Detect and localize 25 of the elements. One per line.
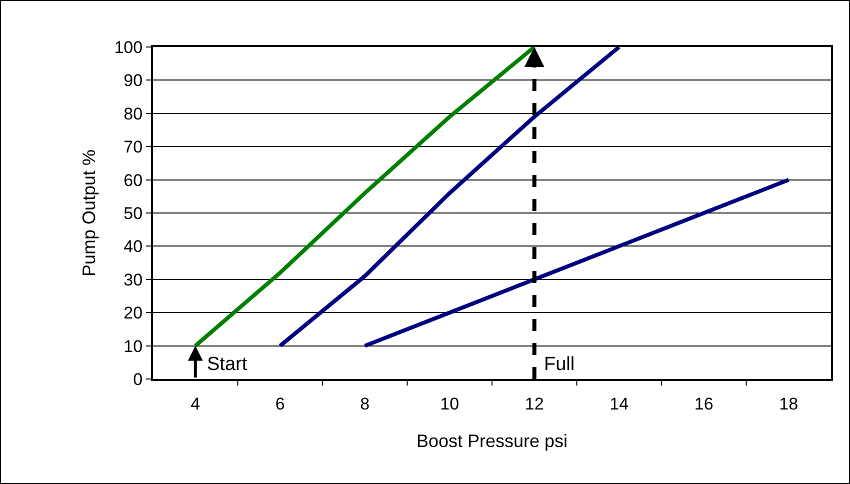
x-tick-label: 8 — [360, 394, 370, 414]
y-tick-label: 20 — [124, 304, 143, 323]
y-tick-label: 30 — [124, 270, 143, 290]
y-tick-label: 50 — [124, 204, 143, 223]
y-tick-label: 10 — [124, 336, 143, 356]
y-tick-label: 60 — [124, 170, 143, 190]
y-tick-label: 80 — [124, 104, 143, 124]
x-tick-label: 10 — [440, 394, 460, 414]
y-tick-label: 100 — [114, 38, 143, 57]
ref-line-label: Full — [544, 354, 575, 375]
x-tick-label: 6 — [275, 394, 285, 414]
line-series — [278, 47, 622, 348]
x-tick-label: 16 — [694, 394, 714, 414]
y-tick-label: 0 — [133, 370, 143, 389]
annotation: Start — [207, 354, 248, 375]
y-tick-label: 90 — [124, 71, 143, 90]
x-tick-label: 4 — [190, 394, 200, 414]
x-tick-label: 14 — [610, 394, 629, 414]
y-tick-label: 70 — [124, 138, 143, 157]
x-tick-label: 12 — [524, 394, 544, 414]
x-axis-title: Boost Pressure psi — [416, 431, 568, 451]
y-tick-label: 40 — [124, 237, 143, 256]
y-axis-title: Pump Output % — [78, 149, 99, 277]
line-series — [362, 178, 791, 348]
x-tick-label: 18 — [779, 394, 798, 414]
